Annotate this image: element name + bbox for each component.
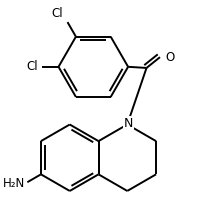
Text: O: O <box>165 51 174 64</box>
Text: Cl: Cl <box>52 7 63 20</box>
Text: N: N <box>124 117 133 130</box>
Text: Cl: Cl <box>26 60 38 73</box>
Text: H₂N: H₂N <box>3 177 25 190</box>
